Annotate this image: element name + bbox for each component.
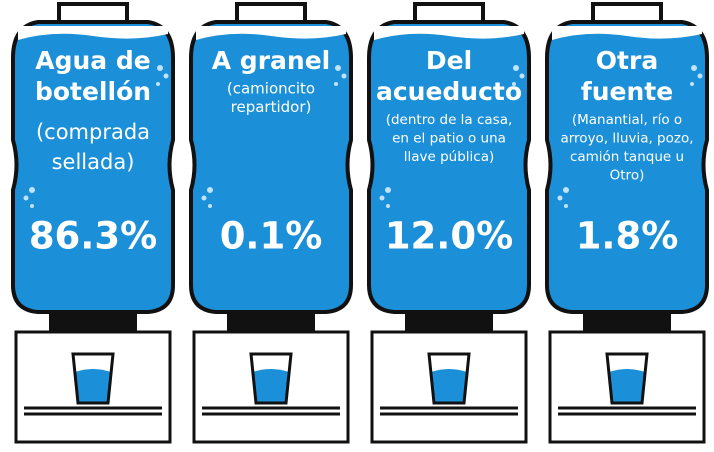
item-subtitle: Otro)	[610, 168, 645, 184]
bubble	[690, 82, 694, 86]
bubble	[564, 204, 568, 208]
bottle-neck	[405, 312, 493, 332]
item-subtitle: (Manantial, río o	[572, 112, 682, 128]
bubble	[29, 187, 35, 193]
bubble	[698, 74, 703, 79]
infographic: Agua debotellón (comprada sellada) 86.3% A g…	[0, 0, 714, 448]
item-value: 86.3%	[29, 215, 157, 258]
bubble	[563, 187, 569, 193]
bubble	[334, 82, 338, 86]
bottle-neck	[227, 312, 315, 332]
bubble	[202, 196, 207, 201]
item-subtitle: (comprada	[36, 120, 150, 144]
item-subtitle: arroyo, lluvia, pozo,	[560, 131, 693, 147]
glass-water	[609, 369, 645, 402]
item-value: 0.1%	[220, 215, 323, 258]
bubble	[30, 204, 34, 208]
item-subtitle: sellada)	[52, 150, 135, 174]
item-title: A granel	[212, 46, 330, 75]
item-subtitle: (dentro de la casa,	[386, 112, 513, 128]
glass-water	[253, 369, 289, 402]
item-title: Otra	[596, 46, 658, 75]
glass-water	[75, 369, 111, 402]
item-title: botellón	[35, 77, 151, 106]
bubble	[380, 196, 385, 201]
bubble	[342, 74, 347, 79]
bubble	[335, 65, 341, 71]
bubble	[207, 187, 213, 193]
item-subtitle: en el patio o una	[392, 131, 506, 147]
bubble	[691, 65, 697, 71]
bubble	[208, 204, 212, 208]
bubble	[386, 204, 390, 208]
item-subtitle: camión tanque u	[570, 149, 684, 165]
item-title: Del	[426, 46, 472, 75]
item-title: acueducto	[376, 77, 522, 106]
item-subtitle: llave pública)	[404, 149, 495, 165]
bubble	[156, 82, 160, 86]
glass-water	[431, 369, 467, 402]
bubble	[558, 196, 563, 201]
bubble	[24, 196, 29, 201]
bubble	[157, 65, 163, 71]
bubble	[164, 74, 169, 79]
bubble	[513, 65, 519, 71]
item-title: fuente	[581, 77, 673, 106]
item-subtitle: repartidor)	[231, 98, 312, 116]
item-title: Agua de	[35, 46, 150, 75]
bottle-neck	[583, 312, 671, 332]
item-value: 12.0%	[385, 215, 513, 258]
bottle-neck	[49, 312, 137, 332]
bubble	[385, 187, 391, 193]
item-subtitle: (camioncito	[227, 80, 315, 98]
item-value: 1.8%	[576, 215, 679, 258]
